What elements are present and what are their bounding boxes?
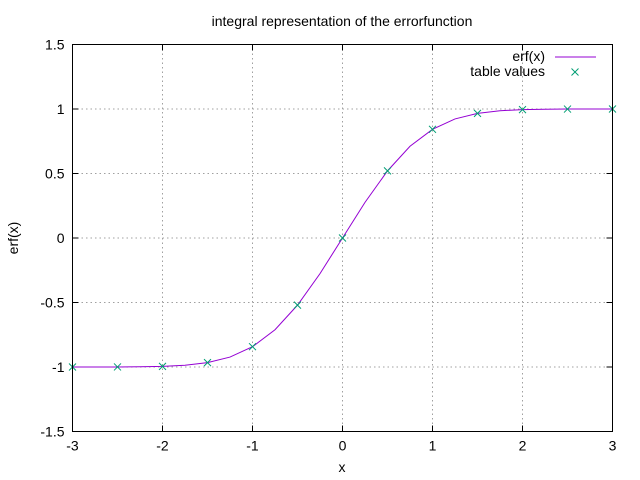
- data-point-table-value: [383, 167, 392, 175]
- legend-marker-x: [571, 68, 579, 76]
- x-tick-label: -2: [156, 438, 169, 454]
- data-point-table-value: [113, 363, 122, 371]
- series-layer: [68, 105, 617, 371]
- data-point-table-value: [518, 105, 527, 114]
- x-tick-label: -3: [66, 438, 79, 454]
- legend: erf(x) table values: [470, 48, 596, 79]
- x-tick-label: 2: [519, 438, 527, 454]
- data-point-table-value: [428, 125, 437, 134]
- data-point-table-value: [473, 109, 482, 118]
- plot-frame: [72, 44, 613, 432]
- y-axis-label: erf(x): [5, 222, 21, 255]
- y-tick-label: 0.5: [45, 166, 65, 182]
- x-tick-label: -1: [246, 438, 259, 454]
- x-tick-label: 0: [339, 438, 347, 454]
- data-point-table-value: [563, 105, 572, 113]
- y-tick-label: -1: [52, 359, 65, 375]
- y-tick-label: 1.5: [45, 37, 65, 53]
- data-point-table-value: [293, 301, 302, 309]
- y-tick-label: -0.5: [40, 295, 64, 311]
- grid: [72, 44, 613, 432]
- x-tick-labels: -3 -2 -1 0 1 2 3: [66, 438, 616, 454]
- legend-label-erf: erf(x): [512, 48, 545, 64]
- y-tick-labels: -1.5 -1 -0.5 0 0.5 1 1.5: [40, 37, 64, 440]
- x-tick-label: 1: [429, 438, 437, 454]
- y-tick-label: 1: [57, 101, 65, 117]
- y-tick-label: -1.5: [40, 424, 64, 440]
- data-point-table-value: [248, 342, 257, 351]
- data-point-table-value: [338, 234, 347, 242]
- x-axis-label: x: [339, 459, 346, 475]
- chart-title: integral representation of the errorfunc…: [212, 13, 473, 29]
- data-point-table-value: [158, 362, 167, 371]
- y-tick-label: 0: [57, 230, 65, 246]
- legend-swatch-table: [571, 68, 579, 76]
- x-tick-label: 3: [609, 438, 617, 454]
- data-point-table-value: [203, 358, 212, 367]
- legend-label-table: table values: [470, 63, 545, 79]
